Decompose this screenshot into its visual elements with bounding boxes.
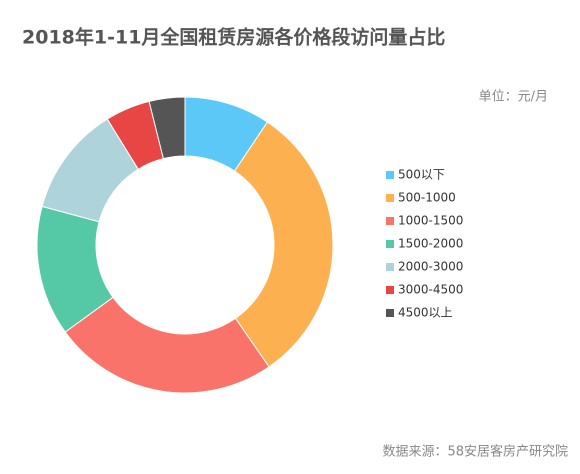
legend-label: 2000-3000: [398, 260, 463, 274]
legend-swatch: [386, 171, 394, 179]
legend-swatch: [386, 217, 394, 225]
chart-title: 2018年1-11月全国租赁房源各价格段访问量占比: [22, 26, 445, 49]
donut-slice: [148, 96, 186, 160]
legend-swatch: [386, 286, 394, 294]
legend-label: 500-1000: [398, 191, 456, 205]
legend-swatch: [386, 309, 394, 317]
source-note: 数据来源：58安居客房产研究院: [382, 444, 568, 460]
legend-label: 1500-2000: [398, 237, 463, 251]
legend-swatch: [386, 263, 394, 271]
legend-swatch: [386, 240, 394, 248]
legend-label: 3000-4500: [398, 283, 463, 297]
legend-label: 500以下: [398, 168, 445, 182]
legend-label: 1000-1500: [398, 214, 463, 228]
donut-slice: [233, 121, 334, 368]
legend-label: 4500以上: [398, 306, 453, 320]
unit-note: 单位：元/月: [479, 90, 548, 105]
donut-slice: [64, 296, 270, 394]
legend-swatch: [386, 194, 394, 202]
